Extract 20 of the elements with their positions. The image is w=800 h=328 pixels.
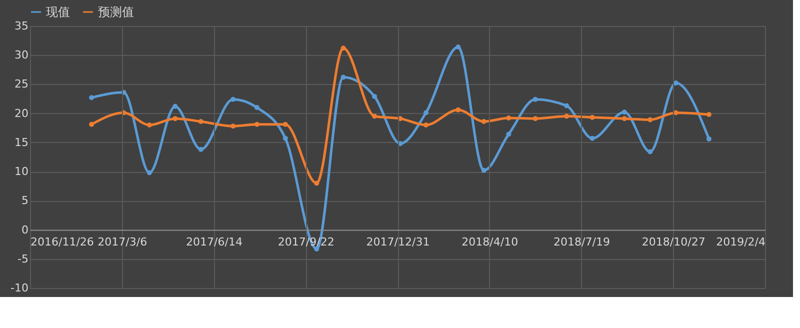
legend-label: 现值 xyxy=(46,5,70,19)
x-tick-label: 2017/12/31 xyxy=(366,235,430,248)
y-tick-label: 20 xyxy=(14,106,28,120)
y-tick-label: 5 xyxy=(22,194,28,208)
y-tick-label: -5 xyxy=(18,252,28,266)
y-tick-label: 35 xyxy=(14,20,28,32)
x-tick-label: 2018/4/10 xyxy=(462,235,518,248)
y-tick-label: 10 xyxy=(14,165,28,178)
y-tick-label: 0 xyxy=(22,223,28,236)
y-tick-label: -10 xyxy=(10,282,28,294)
x-tick-label: 2017/3/6 xyxy=(98,235,148,248)
x-tick-label: 2019/2/4 xyxy=(716,235,766,248)
y-tick-label: 15 xyxy=(14,136,28,149)
legend-label: 预测值 xyxy=(98,5,134,19)
x-tick-label: 2017/6/14 xyxy=(186,235,242,248)
x-tick-label: 2016/11/26 xyxy=(30,235,94,248)
y-tick-label: 30 xyxy=(14,48,28,62)
x-tick-label: 2018/7/19 xyxy=(554,235,610,248)
x-tick-label: 2018/10/27 xyxy=(642,235,706,248)
y-tick-label: 25 xyxy=(14,78,28,91)
